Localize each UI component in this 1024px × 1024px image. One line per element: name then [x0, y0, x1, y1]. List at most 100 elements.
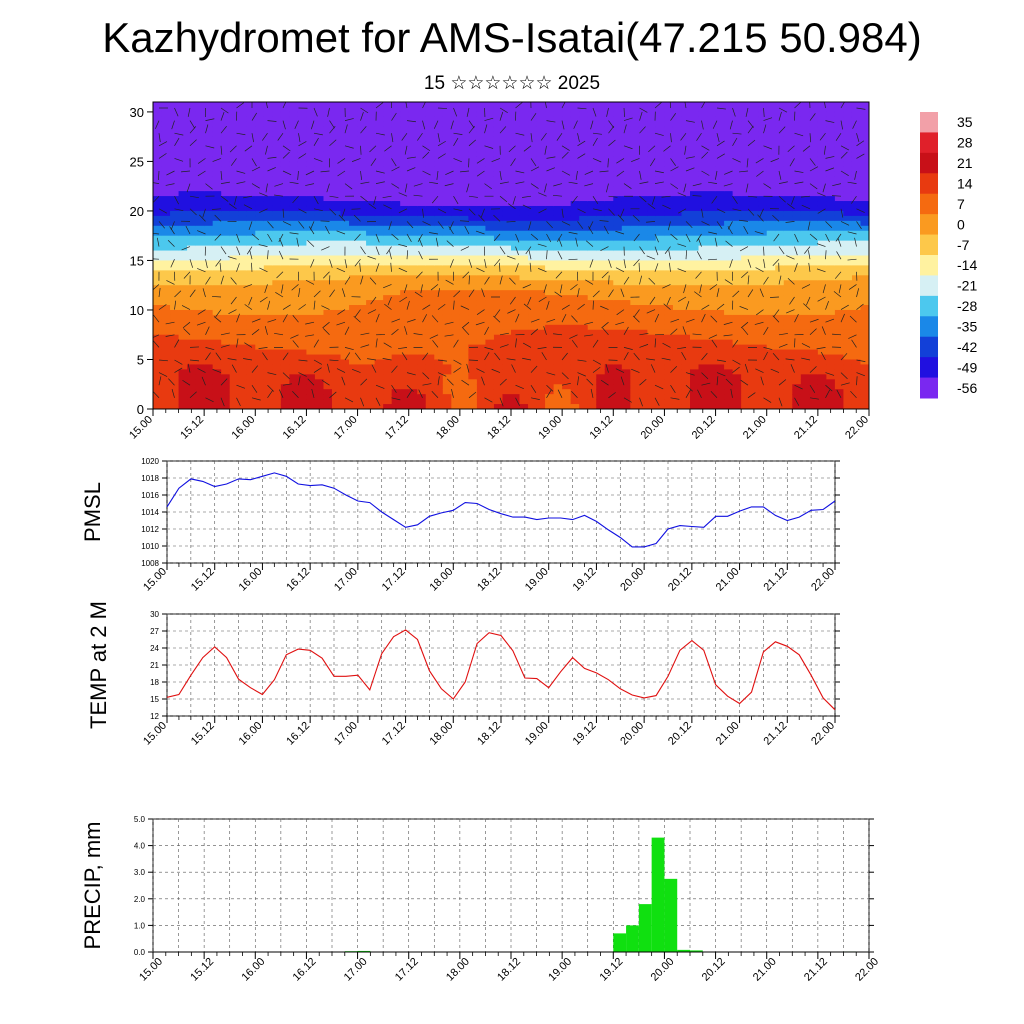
heatmap-cell [170, 329, 180, 336]
heatmap-cell [442, 394, 452, 400]
heatmap-cell [783, 186, 793, 192]
heatmap-cell [255, 102, 265, 108]
heatmap-cell [408, 181, 418, 187]
heatmap-cell [553, 201, 563, 207]
heatmap-cell [834, 121, 845, 128]
heatmap-cell [383, 339, 393, 346]
heatmap-cell [741, 201, 751, 207]
heatmap-cell [562, 136, 572, 143]
heatmap-cell [357, 285, 367, 291]
heatmap-cell [536, 250, 546, 257]
heatmap-cell [187, 275, 197, 281]
heatmap-cell [221, 255, 231, 262]
heatmap-cell [246, 255, 256, 262]
heatmap-cell [732, 314, 742, 321]
heatmap-cell [545, 205, 555, 212]
heatmap-cell [178, 111, 188, 118]
heatmap-cell [468, 364, 478, 370]
heatmap-cell [553, 314, 563, 321]
heatmap-cell [332, 215, 342, 222]
heatmap-cell [749, 196, 759, 202]
heatmap-cell [451, 171, 461, 177]
heatmap-cell [170, 389, 180, 395]
heatmap-cell [690, 319, 700, 326]
heatmap-cell [647, 240, 657, 247]
heatmap-cell [408, 270, 418, 276]
heatmap-cell [289, 102, 299, 108]
heatmap-cell [323, 379, 333, 385]
heatmap-cell [178, 265, 188, 271]
heatmap-cell [698, 324, 708, 331]
heatmap-cell [332, 240, 342, 247]
heatmap-cell [553, 196, 563, 202]
heatmap-cell [664, 106, 674, 113]
heatmap-cell [229, 290, 239, 296]
heatmap-cell [766, 161, 776, 167]
heatmap-cell [553, 349, 563, 356]
heatmap-cell [707, 384, 717, 390]
heatmap-cell [715, 215, 725, 222]
heatmap-cell [153, 201, 163, 207]
heatmap-cell [783, 245, 793, 252]
heatmap-cell [366, 394, 376, 400]
heatmap-cell [579, 305, 589, 311]
heatmap-cell [451, 359, 461, 366]
heatmap-cell [621, 290, 631, 296]
heatmap-cell [655, 240, 666, 247]
heatmap-cell [417, 399, 427, 405]
heatmap-cell [289, 245, 299, 252]
heatmap-cell [741, 260, 751, 267]
heatmap-cell [306, 196, 316, 202]
heatmap-cell [255, 389, 265, 395]
heatmap-cell [263, 156, 273, 163]
heatmap-cell [800, 235, 810, 242]
heatmap-cell [340, 309, 350, 316]
heatmap-cell [485, 394, 495, 400]
heatmap-cell [570, 334, 580, 341]
heatmap-cell [349, 359, 359, 366]
heatmap-cell [664, 309, 674, 316]
heatmap-cell [613, 156, 623, 163]
heatmap-cell [178, 374, 188, 380]
heatmap-cell [800, 300, 810, 306]
heatmap-cell [596, 404, 606, 409]
heatmap-cell [775, 334, 785, 341]
heatmap-cell [357, 230, 367, 237]
heatmap-cell [519, 295, 529, 301]
heatmap-cell [570, 404, 580, 409]
heatmap-cell [775, 225, 785, 232]
heatmap-cell [272, 329, 282, 336]
heatmap-cell [800, 102, 810, 108]
heatmap-cell [263, 359, 273, 366]
heatmap-cell [553, 225, 563, 232]
heatmap-cell [212, 235, 222, 242]
heatmap-cell [553, 369, 563, 375]
heatmap-cell [553, 191, 563, 197]
heatmap-cell [212, 136, 222, 143]
heatmap-cell [826, 305, 836, 311]
heatmap-cell [314, 389, 325, 395]
heatmap-cell [690, 161, 700, 167]
heatmap-cell [161, 334, 171, 341]
heatmap-cell [332, 210, 342, 217]
heatmap-cell [817, 319, 827, 326]
heatmap-cell [775, 280, 785, 286]
heatmap-cell [195, 230, 205, 237]
heatmap-cell [229, 141, 239, 148]
heatmap-cell [468, 354, 478, 361]
heatmap-cell [476, 334, 487, 341]
heatmap-cell [314, 156, 325, 163]
heatmap-cell [246, 309, 256, 316]
heatmap-cell [587, 359, 597, 366]
heatmap-cell [511, 275, 521, 281]
heatmap-cell [783, 161, 793, 167]
heatmap-cell [536, 126, 546, 133]
heatmap-cell [741, 389, 751, 395]
heatmap-cell [655, 364, 666, 370]
heatmap-cell [758, 300, 768, 306]
heatmap-cell [366, 245, 376, 252]
heatmap-cell [468, 126, 478, 133]
heatmap-cell [161, 354, 171, 361]
heatmap-cell [638, 250, 648, 257]
heatmap-cell [664, 151, 674, 158]
